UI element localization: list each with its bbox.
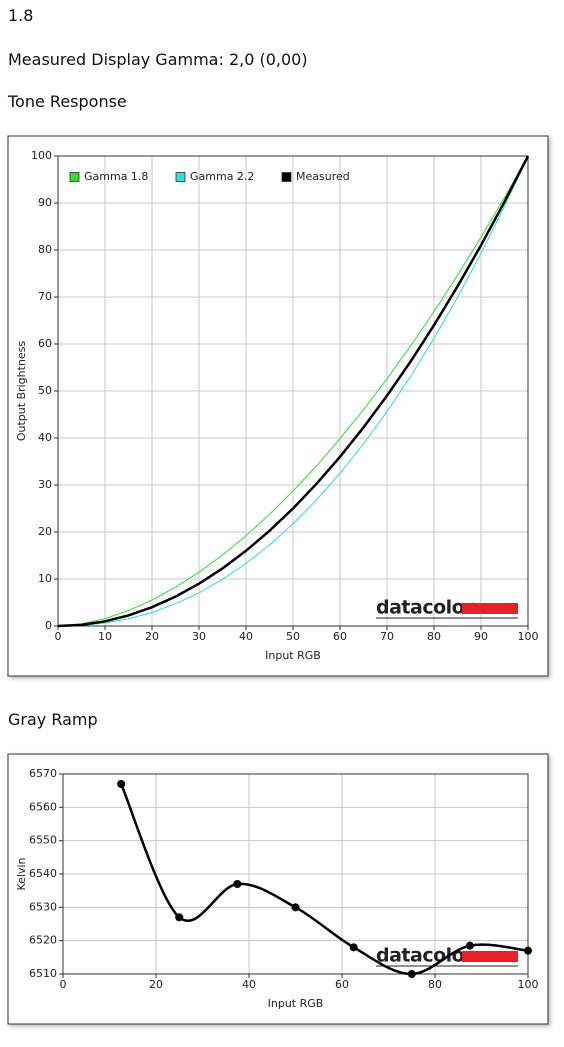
chart-frame [7,753,549,1025]
x-axis-label: Input RGB [265,649,321,662]
data-point [117,780,126,788]
x-tick-label: 20 [145,630,159,643]
x-tick-label: 20 [149,978,163,991]
watermark-bar [462,951,518,962]
legend-swatch [69,172,80,182]
plot-frame [57,155,529,627]
watermark: datacolor [376,597,474,619]
y-tick-label: 6550 [29,834,57,847]
y-tick-label: 20 [38,525,52,538]
data-point [349,943,358,952]
page-title: 1.8 [8,6,34,25]
legend-swatch [281,172,292,182]
watermark: datacolor [376,945,474,967]
legend-label: Measured [296,170,350,183]
y-axis-label: Kelvin [15,857,28,890]
data-point [233,880,242,888]
chart-frame [7,135,549,677]
x-tick-label: 70 [380,630,394,643]
y-tick-label: 6530 [29,900,57,913]
series-line [57,155,529,627]
y-tick-label: 80 [38,243,52,256]
measured-gamma: Measured Display Gamma: 2,0 (0,00) [8,50,308,69]
legend-label: Gamma 2.2 [190,170,254,183]
y-tick-label: 60 [38,337,52,350]
y-tick-label: 6570 [29,767,57,780]
legend-swatch [175,172,186,182]
y-tick-label: 6510 [29,967,57,980]
data-point [407,970,416,978]
data-point [175,913,184,922]
x-axis-label: Input RGB [268,997,324,1010]
y-tick-label: 6540 [29,867,57,880]
series-line [57,155,529,627]
x-tick-label: 80 [428,978,442,991]
y-tick-label: 0 [45,619,52,632]
y-tick-label: 70 [38,290,52,303]
y-tick-label: 50 [38,384,52,397]
y-tick-label: 6520 [29,934,57,947]
section-heading: Tone Response [8,92,127,111]
x-tick-label: 60 [333,630,347,643]
y-tick-label: 10 [38,572,52,585]
x-tick-label: 50 [286,630,300,643]
data-point [465,941,474,950]
x-tick-label: 0 [55,630,62,643]
y-tick-label: 90 [38,196,52,209]
x-tick-label: 90 [474,630,488,643]
x-tick-label: 40 [242,978,256,991]
x-tick-label: 10 [98,630,112,643]
watermark-bar [462,603,518,614]
data-point [291,903,300,912]
y-tick-label: 40 [38,431,52,444]
y-tick-label: 100 [31,149,52,162]
series-line [57,155,530,628]
plot-frame [62,773,529,975]
y-tick-label: 6560 [29,800,57,813]
x-tick-label: 60 [335,978,349,991]
y-axis-label: Output Brightness [15,341,28,442]
section-heading: Gray Ramp [8,710,98,729]
legend-label: Gamma 1.8 [84,170,148,183]
x-tick-label: 80 [427,630,441,643]
x-tick-label: 0 [60,978,67,991]
x-tick-label: 40 [239,630,253,643]
x-tick-label: 100 [518,630,539,643]
data-point [524,946,532,955]
x-tick-label: 100 [518,978,539,991]
y-tick-label: 30 [38,478,52,491]
x-tick-label: 30 [192,630,206,643]
